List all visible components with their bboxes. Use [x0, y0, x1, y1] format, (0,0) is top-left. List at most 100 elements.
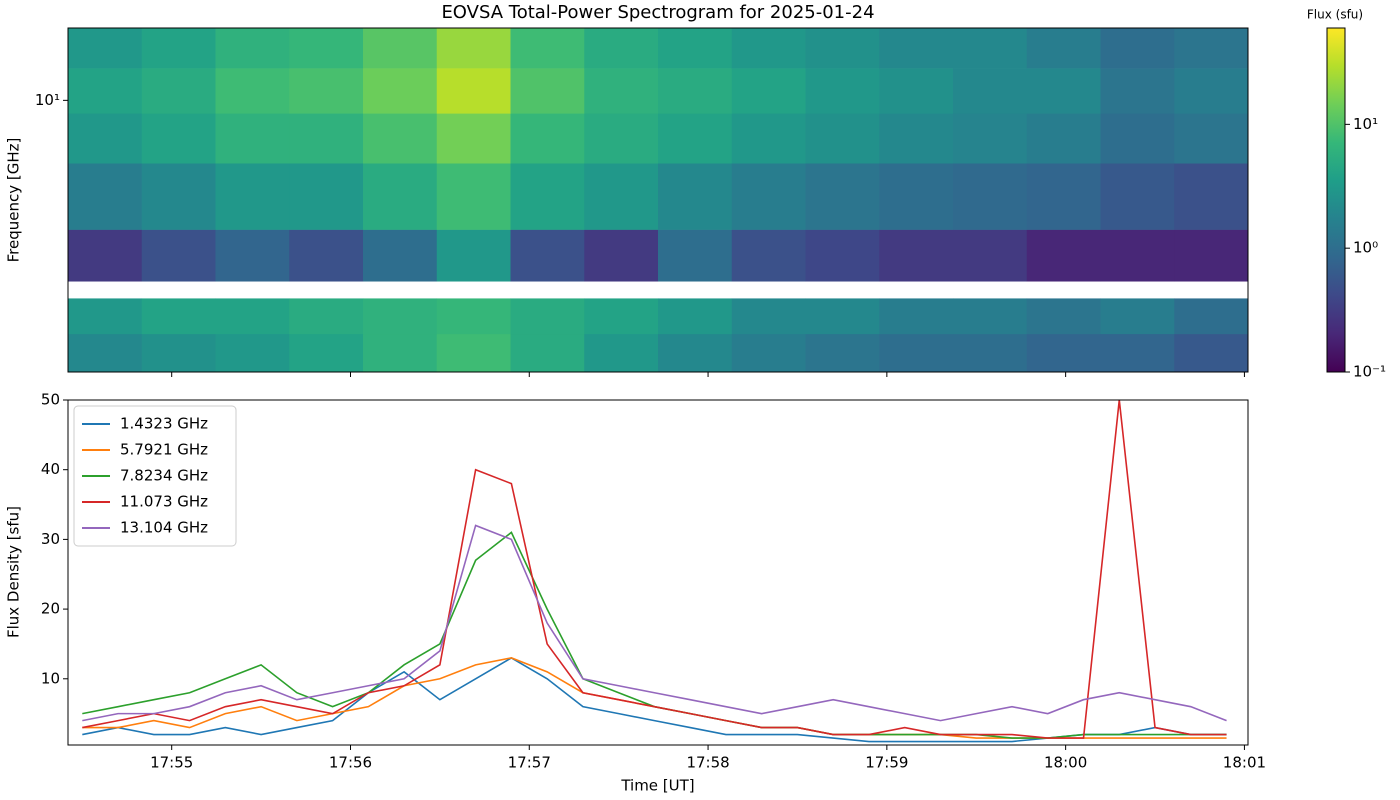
heatmap-cell [584, 68, 659, 114]
heatmap-cell [731, 333, 806, 373]
heatmap-cell [879, 298, 954, 335]
heatmap-cell [953, 113, 1028, 164]
heatmap-cell [68, 113, 143, 164]
heatmap-cell [1026, 113, 1101, 164]
legend-label: 11.073 GHz [120, 493, 208, 511]
y-tick-label: 50 [41, 391, 60, 409]
heatmap-cell [1100, 229, 1175, 282]
heatmap-cell [141, 163, 216, 230]
heatmap-cell [68, 68, 143, 114]
heatmap-cell [584, 333, 659, 373]
x-tick-label: 18:00 [1044, 754, 1087, 772]
heatmap-cell [879, 113, 954, 164]
heatmap-cell [953, 298, 1028, 335]
heatmap-cell [289, 113, 364, 164]
heatmap-cell [805, 333, 880, 373]
legend-label: 7.8234 GHz [120, 467, 208, 485]
heatmap-cell [289, 28, 364, 69]
heatmap-cell [1174, 163, 1249, 230]
heatmap-cell [436, 298, 511, 335]
heatmap-cell [658, 28, 733, 69]
legend-label: 5.7921 GHz [120, 441, 208, 459]
y-tick-label: 10 [41, 669, 60, 687]
heatmap-cell [658, 298, 733, 335]
y-tick-label: 10¹ [35, 91, 60, 109]
heatmap-cell [731, 113, 806, 164]
heatmap-cell [1174, 333, 1249, 373]
heatmap-cell [436, 229, 511, 282]
x-tick-label: 17:58 [686, 754, 729, 772]
heatmap-cell [1100, 298, 1175, 335]
y-axis-label: Flux Density [sfu] [5, 506, 23, 638]
heatmap-cell [1026, 68, 1101, 114]
heatmap-cell [363, 113, 438, 164]
heatmap-cell [436, 28, 511, 69]
heatmap-cell [68, 298, 143, 335]
heatmap-cell [215, 229, 290, 282]
heatmap-cell [584, 113, 659, 164]
heatmap-cell [68, 229, 143, 282]
heatmap-cell [215, 163, 290, 230]
series-line [82, 524, 1227, 722]
heatmap-cell [879, 68, 954, 114]
heatmap-cell [510, 229, 585, 282]
heatmap-cell [215, 68, 290, 114]
heatmap-cell [1100, 333, 1175, 373]
heatmap-cell [363, 28, 438, 69]
heatmap-cell [510, 28, 585, 69]
heatmap-cell [1026, 28, 1101, 69]
heatmap-cell [68, 28, 143, 69]
colorbar-tick-label: 10¹ [1353, 115, 1378, 133]
heatmap-cell [289, 333, 364, 373]
heatmap-cell [953, 229, 1028, 282]
legend-label: 1.4323 GHz [120, 415, 208, 433]
heatmap-cell [68, 163, 143, 230]
heatmap-cell [731, 229, 806, 282]
x-tick-label: 17:55 [150, 754, 193, 772]
heatmap-cell [363, 163, 438, 230]
heatmap-cell [805, 113, 880, 164]
x-tick-label: 17:56 [329, 754, 372, 772]
heatmap-cell [1174, 298, 1249, 335]
heatmap-cell [289, 229, 364, 282]
heatmap-cell [1026, 298, 1101, 335]
heatmap-cell [436, 68, 511, 114]
heatmap-cell [658, 113, 733, 164]
heatmap-cell [68, 333, 143, 373]
plot-frame [67, 399, 1249, 746]
legend-box [73, 405, 237, 547]
heatmap-cell [1174, 113, 1249, 164]
heatmap-cell [1174, 68, 1249, 114]
heatmap-cell [953, 163, 1028, 230]
series-line [82, 400, 1227, 739]
colorbar [1326, 27, 1346, 373]
y-tick-label: 40 [41, 460, 60, 478]
heatmap-cell [215, 113, 290, 164]
heatmap-cell [731, 298, 806, 335]
y-tick-label: 30 [41, 530, 60, 548]
heatmap-cell [584, 229, 659, 282]
heatmap-cell [805, 68, 880, 114]
heatmap-cell [141, 229, 216, 282]
heatmap-cell [1100, 163, 1175, 230]
heatmap-cell [953, 333, 1028, 373]
heatmap-cell [363, 333, 438, 373]
heatmap-cell [731, 163, 806, 230]
heatmap-cell [1026, 163, 1101, 230]
heatmap-cell [141, 333, 216, 373]
heatmap-cell [658, 333, 733, 373]
heatmap-cell [510, 68, 585, 114]
heatmap-cell [510, 333, 585, 373]
heatmap-cell [510, 113, 585, 164]
heatmap-cell [1100, 68, 1175, 114]
colorbar-label: Flux (sfu) [1307, 8, 1363, 22]
colorbar-tick-label: 10⁰ [1353, 239, 1378, 257]
heatmap-cell [731, 68, 806, 114]
colorbar-tick-label: 10⁻¹ [1353, 363, 1386, 381]
heatmap-cell [436, 163, 511, 230]
heatmap-cell [953, 68, 1028, 114]
heatmap-cell [805, 28, 880, 69]
heatmap-cell [141, 28, 216, 69]
plot-frame [67, 27, 1249, 373]
heatmap-cell [289, 298, 364, 335]
